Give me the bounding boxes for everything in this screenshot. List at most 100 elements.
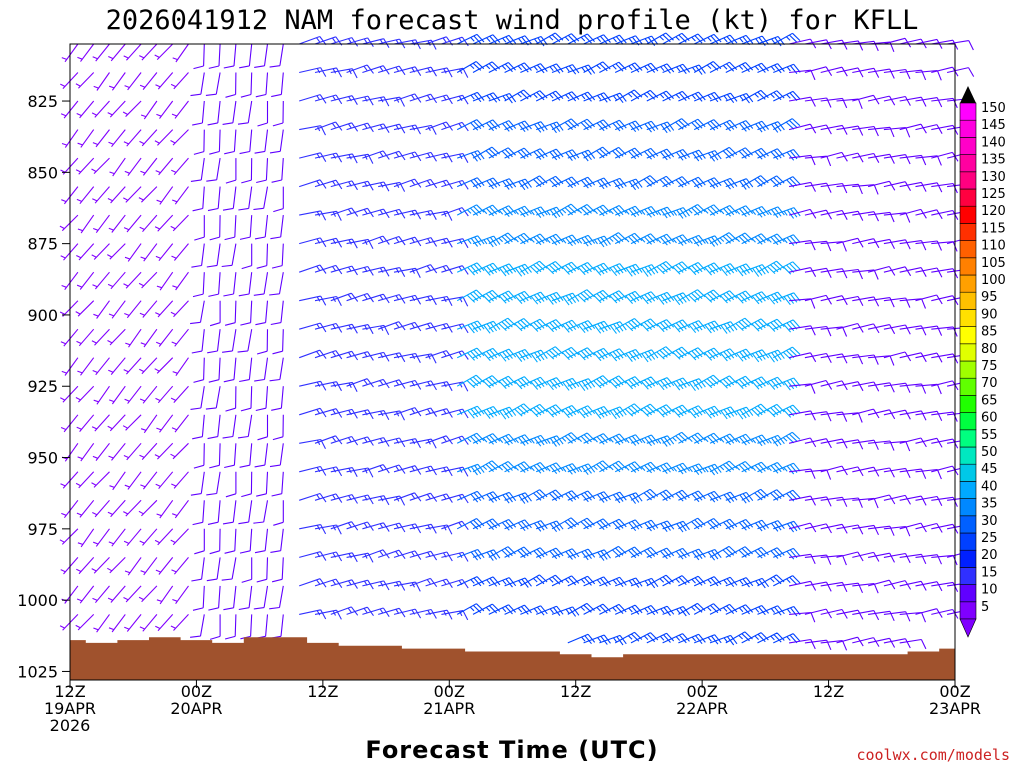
wind-barb [156,585,174,605]
wind-barb [773,462,801,475]
wind-barb [630,205,659,218]
y-tick-label: 950 [27,449,58,468]
wind-barb [239,357,253,383]
wind-barb [238,272,253,297]
wind-barb [224,129,237,155]
x-tick-label: 21APR [423,699,475,718]
colorbar-swatch [959,549,977,568]
wind-barb [362,549,390,559]
wind-barb [693,61,722,73]
wind-barb [205,386,221,410]
wind-barb [899,638,927,650]
wind-barb [773,605,801,617]
colorbar-swatch [959,412,977,431]
wind-barb [741,291,770,305]
wind-barb [456,576,485,587]
wind-barb [139,614,158,632]
wind-barb [693,347,722,361]
wind-barb [899,495,927,506]
colorbar-swatch [959,309,977,327]
wind-barb [693,432,722,445]
wind-barb [92,585,110,604]
wind-barb [535,291,564,305]
wind-barb [520,489,548,501]
wind-barb [614,35,643,46]
wind-barb [551,176,580,189]
wind-barb [155,557,174,575]
wind-barb [139,528,158,546]
wind-barb [915,97,943,108]
wind-barb [852,269,879,280]
wind-barb [583,347,611,362]
wind-barb [551,432,580,444]
wind-barb [122,100,142,117]
wind-barb [725,604,754,615]
colorbar-label: 140 [981,135,1006,150]
wind-barb [678,149,706,162]
wind-barb [662,118,690,131]
wind-barb [154,442,174,460]
wind-barb [171,243,189,261]
wind-barb [61,271,79,291]
wind-barb [614,403,643,417]
wind-barb [222,329,237,353]
wind-barb [224,614,237,640]
wind-barb [741,35,770,46]
wind-barb [504,205,532,218]
wind-barb [804,438,832,449]
wind-barb [551,261,580,275]
wind-barb [678,204,706,216]
wind-barb [567,347,595,361]
wind-barb [520,90,548,102]
wind-barb [709,634,738,646]
wind-barb [773,489,801,502]
wind-barb [207,414,221,440]
wind-barb [630,318,659,332]
wind-barb [425,381,453,392]
wind-barb [757,175,785,188]
wind-barb [599,263,627,277]
wind-barb [172,271,189,291]
wind-barb [138,271,158,289]
wind-barb [583,603,611,615]
wind-barb [820,554,847,566]
wind-barb [820,39,848,50]
wind-barb [299,524,327,535]
wind-barb [93,300,110,319]
wind-barb [725,232,753,245]
colorbar-label: 20 [981,548,998,563]
wind-barb [915,383,942,395]
wind-barb [852,637,880,647]
wind-barb [788,181,816,192]
wind-barb [472,146,500,159]
wind-barb [76,186,95,205]
wind-barb [77,528,95,548]
wind-barb [551,234,580,247]
x-axis-label: Forecast Time (UTC) [365,736,658,764]
y-tick-label: 825 [27,92,58,111]
wind-barb [378,267,406,277]
wind-barb [867,324,896,335]
wind-barb [93,385,110,405]
wind-barb [253,272,269,296]
wind-barb [393,209,422,220]
wind-barb [583,204,611,217]
colorbar-swatch [959,119,977,138]
wind-barb [836,152,864,163]
wind-barb [108,129,126,148]
wind-barb [472,262,501,276]
wind-barb [140,100,158,120]
colorbar-swatch [959,223,977,241]
wind-barb [789,240,816,251]
wind-barb [108,442,126,461]
wind-barb [255,300,269,326]
wind-barb [238,585,253,611]
wind-barb [155,157,174,176]
wind-barb [662,346,690,360]
wind-barb [520,35,548,47]
wind-barb [209,614,221,640]
wind-barb [804,523,832,534]
wind-barb [124,614,142,632]
wind-barb [583,320,611,334]
wind-barb [225,386,237,412]
